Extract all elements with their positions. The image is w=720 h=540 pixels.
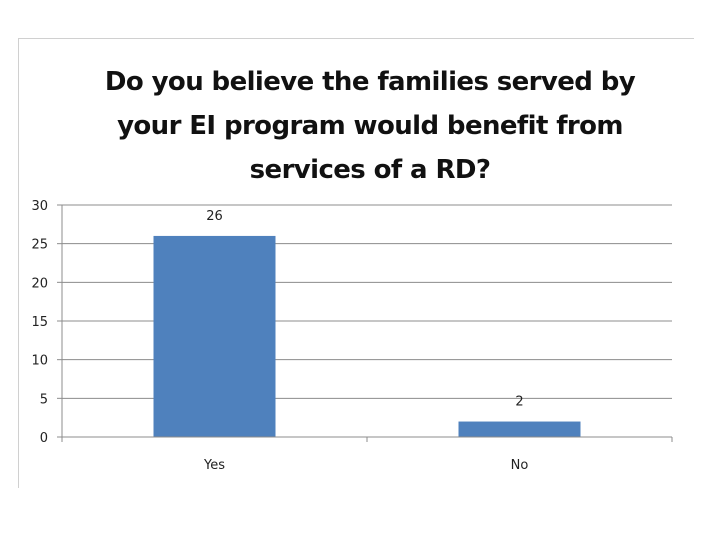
bar-yes bbox=[153, 235, 276, 437]
data-label: 2 bbox=[515, 395, 523, 410]
x-tick-label: No bbox=[511, 458, 529, 473]
y-tick-label: 15 bbox=[31, 315, 48, 330]
x-axis-tick-labels: Yes No bbox=[203, 458, 528, 473]
x-tick-label: Yes bbox=[203, 458, 225, 473]
y-tick-label: 20 bbox=[31, 276, 48, 291]
y-tick-label: 10 bbox=[31, 354, 48, 369]
axes bbox=[57, 204, 673, 442]
y-tick-label: 0 bbox=[40, 431, 48, 446]
bar-no bbox=[458, 421, 581, 437]
data-labels: 26 2 bbox=[206, 209, 523, 410]
data-label: 26 bbox=[206, 209, 223, 224]
y-tick-label: 5 bbox=[40, 392, 48, 407]
chart-frame bbox=[18, 38, 694, 488]
y-tick-label: 30 bbox=[31, 199, 48, 214]
bars bbox=[153, 235, 581, 437]
chart-title: Do you believe the families served by yo… bbox=[104, 67, 636, 185]
y-axis-tick-labels: 0 5 10 15 20 25 30 bbox=[31, 199, 48, 446]
y-tick-label: 25 bbox=[31, 238, 48, 253]
